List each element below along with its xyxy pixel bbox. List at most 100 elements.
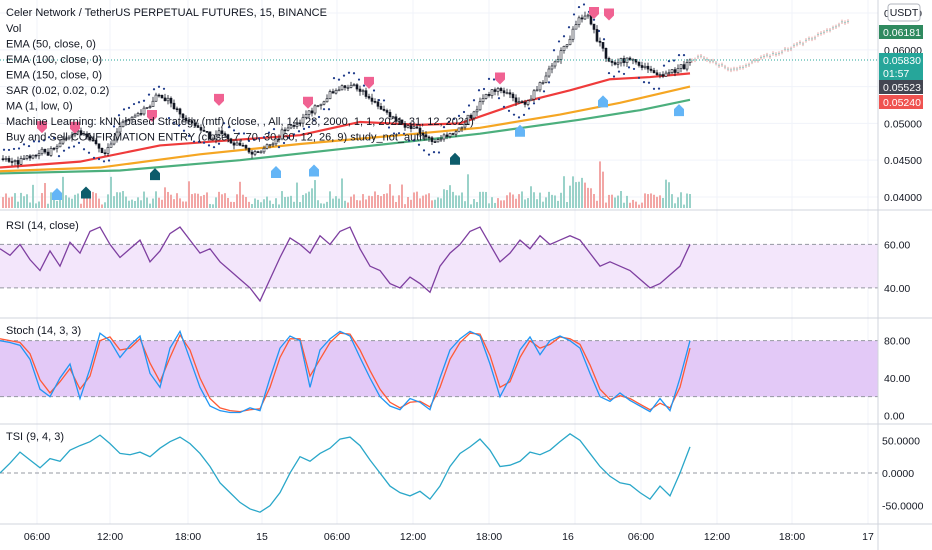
candle-body (463, 123, 467, 128)
candle-body (622, 58, 626, 63)
sar-dot (347, 71, 351, 74)
candle-body (91, 139, 95, 142)
sar-dot (467, 104, 471, 107)
volume-bar (8, 197, 10, 208)
sar-dot (617, 70, 621, 73)
candle-body (97, 143, 101, 149)
volume-bar (50, 192, 52, 208)
sar-dot (127, 106, 131, 109)
buy-signal-marker (598, 95, 608, 108)
candle-body (586, 14, 590, 17)
sar-dot (237, 132, 241, 135)
volume-bar (572, 176, 574, 208)
candle-body (337, 89, 341, 92)
indicator-label: Buy and Sell CONFIRMATION ENTRY (close, … (6, 132, 425, 144)
volume-bar (41, 193, 43, 208)
time-axis[interactable]: 06:00 12:00 18:00 15 06:00 12:00 18:00 16 06:00 1… (24, 531, 874, 543)
volume-bar (17, 201, 19, 208)
candle-body (13, 160, 17, 162)
volume-bar (560, 192, 562, 208)
candle-body (454, 131, 458, 135)
volume-bar (629, 202, 631, 208)
candle-body (460, 126, 464, 129)
volume-bar (638, 204, 640, 208)
candle-body (106, 147, 110, 154)
volume-bar (191, 194, 193, 208)
candle-body (430, 137, 434, 142)
candle-body (25, 155, 29, 159)
rsi-label[interactable]: RSI (14, close) (6, 220, 79, 232)
tsi-label[interactable]: TSI (9, 4, 3) (6, 431, 64, 443)
candle-body (199, 127, 203, 131)
indicator-legend[interactable]: Vol EMA (50, close, 0) EMA (100, close, 0)… (6, 23, 474, 144)
volume-bar (398, 195, 400, 208)
sar-dot (257, 137, 261, 140)
rsi-panel[interactable] (0, 226, 878, 303)
volume-bar (689, 194, 691, 208)
candle-body (676, 68, 680, 73)
volume-bar (539, 192, 541, 208)
candle-body (673, 69, 677, 73)
candle-body (52, 147, 56, 150)
candle-body (679, 64, 683, 69)
volume-bar (602, 171, 604, 208)
sar-dot (427, 153, 431, 156)
volume-bar (395, 201, 397, 208)
volume-bar (284, 196, 286, 208)
stoch-panel[interactable] (0, 329, 878, 414)
candle-body (445, 134, 449, 137)
candle-body (646, 65, 650, 70)
volume-bar (524, 199, 526, 208)
volume-bar (203, 194, 205, 208)
sar-dot (592, 18, 596, 21)
time-tick-label: 18:00 (476, 531, 502, 543)
candle-body (505, 92, 509, 94)
candle-body (619, 58, 623, 64)
stoch-label[interactable]: Stoch (14, 3, 3) (6, 325, 81, 337)
sar-dot (562, 35, 566, 38)
volume-bar (521, 191, 523, 208)
sar-dot (632, 67, 636, 71)
sar-dot (537, 98, 541, 101)
currency-badge[interactable]: USDT (887, 3, 921, 22)
sar-dot (97, 157, 101, 161)
volume-bar (545, 197, 547, 208)
candle-body (598, 40, 602, 43)
candle-body (7, 158, 11, 162)
stoch-tick-label: 80.00 (884, 336, 910, 348)
candle-body (595, 29, 599, 42)
volume-bar (374, 191, 376, 208)
volume-bar (197, 193, 199, 208)
candle-body (253, 151, 257, 155)
volume-bar (206, 192, 208, 208)
candle-body (223, 133, 227, 136)
candle-body (511, 93, 515, 99)
volume-bar (593, 194, 595, 208)
sar-dot (117, 114, 121, 117)
candle-body (289, 125, 293, 129)
sar-dot (162, 87, 166, 90)
volume-bar (269, 200, 271, 208)
sar-dot (122, 108, 126, 111)
volume-bar (416, 191, 418, 208)
candle-body (256, 151, 260, 153)
volume-bar (74, 194, 76, 208)
price-tag-box (879, 25, 923, 39)
candle-body (436, 139, 440, 143)
sar-dot (417, 143, 421, 146)
sar-dot (302, 127, 306, 130)
candle-body (664, 72, 668, 77)
volume-bar (518, 194, 520, 208)
volume-bar (149, 203, 151, 208)
sar-dot (77, 141, 81, 144)
candle-body (409, 125, 413, 129)
tsi-panel[interactable] (0, 433, 878, 513)
candle-body (217, 130, 221, 135)
volume-bar (44, 183, 46, 208)
candle-body (250, 151, 254, 155)
volume-bar (23, 196, 25, 208)
volume-bar (326, 201, 328, 208)
candle-body (109, 143, 113, 148)
volume-bar (107, 194, 109, 208)
